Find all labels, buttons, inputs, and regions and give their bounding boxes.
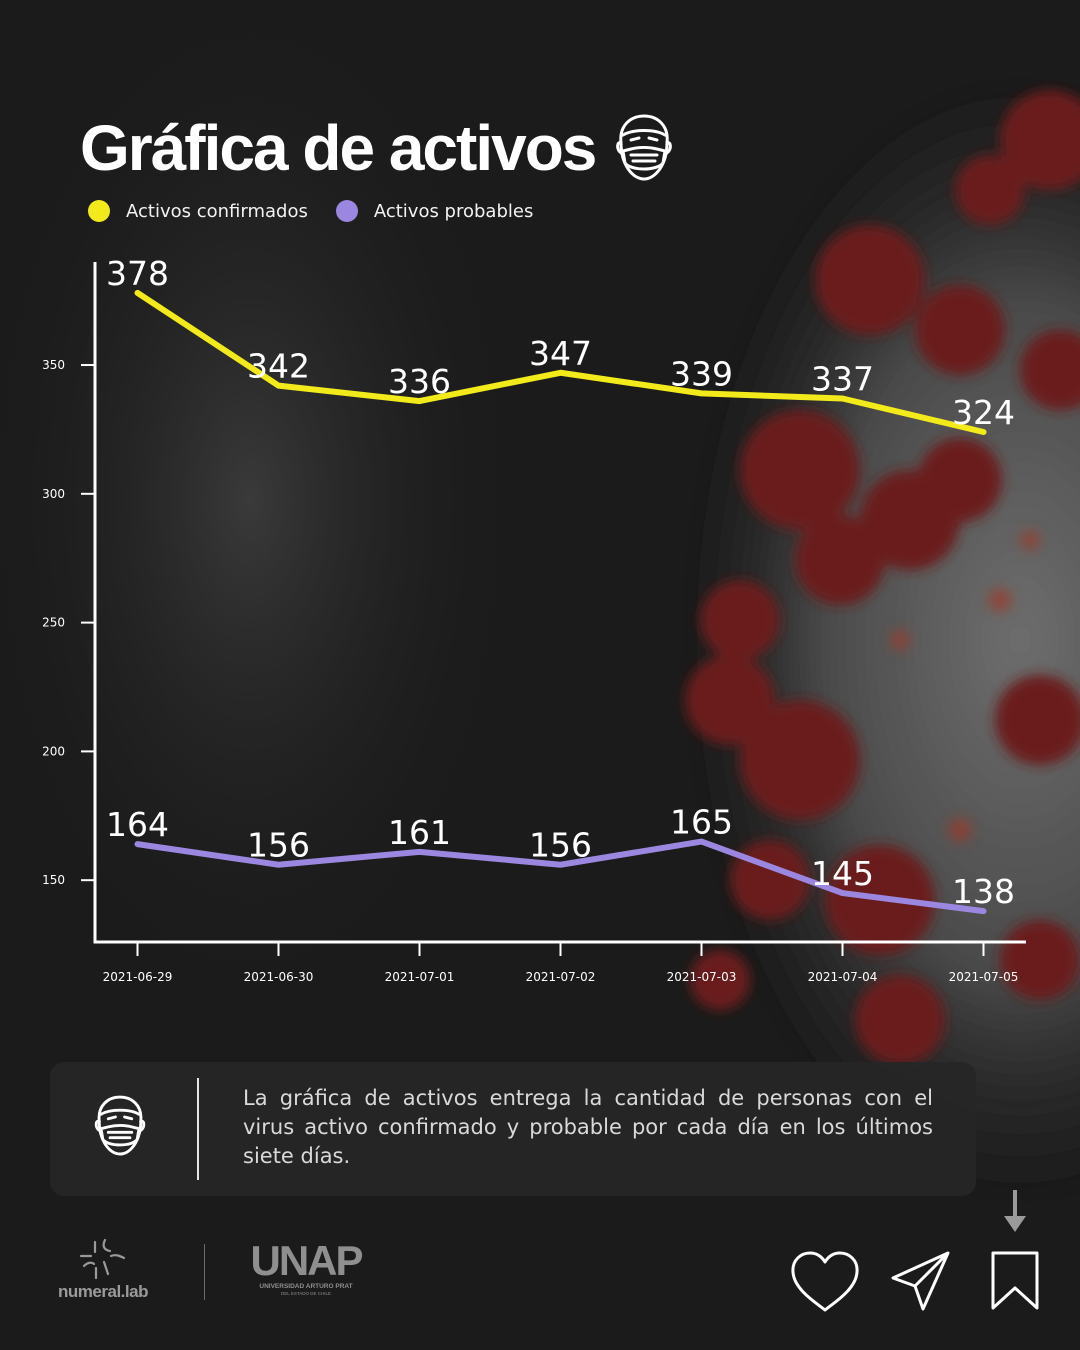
title-block: Gráfica de activos [80,108,675,188]
info-text: La gráfica de activos entrega la cantida… [243,1086,933,1168]
unap-logo: UNAP UNIVERSIDAD ARTURO PRAT DEL ESTADO … [250,1237,363,1298]
legend-dot-probables [335,200,358,222]
data-label: 161 [388,813,451,852]
send-icon[interactable] [890,1250,952,1312]
face-mask-icon [94,1095,146,1156]
numeral-lab-logo: numeral.lab [48,1238,158,1304]
data-label: 336 [388,362,451,401]
x-tick-label: 2021-06-30 [244,970,314,984]
data-label: 138 [952,872,1015,911]
legend-item-confirmados: Activos confirmados [88,200,308,222]
y-tick-label: 350 [42,358,65,372]
data-label: 337 [811,360,874,399]
data-label: 342 [247,347,310,386]
x-tick-label: 2021-07-05 [949,970,1019,984]
data-label: 156 [247,826,310,865]
data-label: 165 [670,803,733,842]
info-divider [197,1078,199,1180]
heart-icon[interactable] [790,1250,860,1314]
series-line-confirmados [134,289,987,435]
unap-subtitle-2: DEL ESTADO DE CHILE [280,1291,331,1296]
numeral-lab-wordmark: numeral.lab [58,1282,148,1301]
unap-wordmark: UNAP [250,1237,363,1284]
numeral-lab-symbol-icon [79,1238,126,1280]
data-label: 339 [670,354,733,393]
x-tick-label: 2021-07-01 [385,970,455,984]
unap-subtitle: UNIVERSIDAD ARTURO PRAT [259,1283,353,1290]
y-tick-label: 250 [42,616,65,630]
page-title: Gráfica de activos [80,112,597,184]
chart-legend: Activos confirmados Activos probables [88,200,561,222]
x-tick-label: 2021-07-02 [526,970,596,984]
y-tick-label: 150 [42,873,65,887]
data-label: 145 [811,854,874,893]
legend-label-confirmados: Activos confirmados [126,200,308,222]
data-label: 156 [529,826,592,865]
legend-item-probables: Activos probables [335,200,534,222]
series-line-probables [134,838,987,915]
data-label: 378 [106,254,169,293]
legend-label-probables: Activos probables [373,200,534,222]
footer-divider [204,1244,205,1300]
face-mask-icon [616,114,673,181]
arrow-down-icon [1004,1190,1026,1232]
data-label: 347 [529,334,592,373]
info-box: La gráfica de activos entrega la cantida… [50,1062,976,1196]
x-tick-label: 2021-07-03 [667,970,737,984]
data-label: 164 [106,805,169,844]
bookmark-icon[interactable] [990,1250,1040,1312]
y-tick-label: 200 [42,744,65,758]
y-tick-label: 300 [42,487,65,501]
legend-dot-confirmados [88,200,110,222]
x-tick-label: 2021-07-04 [808,970,878,984]
x-tick-label: 2021-06-29 [103,970,173,984]
data-label: 324 [952,393,1015,432]
